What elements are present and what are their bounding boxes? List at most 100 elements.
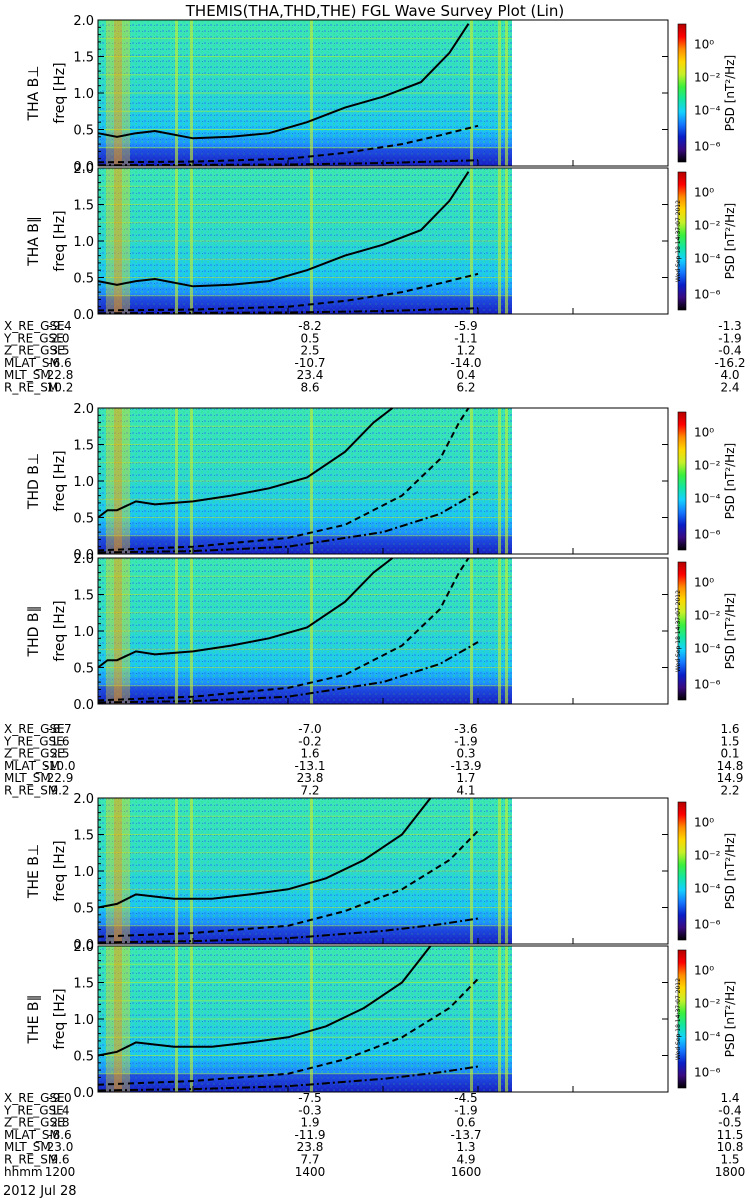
spectral-streak xyxy=(470,168,473,314)
panel-label: THA B⊥ xyxy=(26,66,42,122)
spectral-streak xyxy=(470,20,473,166)
colorbar-tick-label: 10⁻² xyxy=(694,848,721,862)
spectral-streak xyxy=(190,798,193,944)
ephemeris-label: R_RE_SM xyxy=(4,381,58,395)
ephemeris-value: -1.1 xyxy=(454,331,477,345)
y-tick-label: 1.0 xyxy=(73,475,94,490)
colorbar xyxy=(678,172,686,310)
spectrogram-panel: 0.0 0.5 1.0 1.5 2.0 freq [Hz] THA B⊥ 10⁰ 10⁻² 10⁻… xyxy=(26,14,737,175)
spectral-streak xyxy=(505,558,508,704)
ephemeris-value: 22.9 xyxy=(47,771,74,785)
colorbar-tick-label: 10⁻² xyxy=(694,996,721,1010)
ephemeris-value: 1400 xyxy=(295,1165,326,1179)
ephemeris-label: MLAT_SM xyxy=(4,356,60,370)
ephemeris-value: -10.0 xyxy=(44,759,75,773)
no-data-area xyxy=(512,20,668,166)
ephemeris-value: 0.3 xyxy=(456,747,475,761)
ephemeris-label: Z_RE_GSE xyxy=(4,344,65,358)
ephemeris-value: 10.8 xyxy=(717,1140,744,1154)
spectral-streak xyxy=(505,168,508,314)
ephemeris-label: MLT_SM xyxy=(4,1140,51,1154)
spectral-streak xyxy=(175,408,178,554)
ephemeris-value: 1.6 xyxy=(50,734,69,748)
spectral-streak xyxy=(175,946,178,1092)
y-axis-label: freq [Hz] xyxy=(52,600,68,661)
ephemeris-label: X_RE_GSE xyxy=(4,722,65,736)
ephemeris-value: -3.6 xyxy=(454,722,477,736)
colorbar xyxy=(678,24,686,162)
y-axis-label: freq [Hz] xyxy=(52,988,68,1049)
spectral-streak xyxy=(190,946,193,1092)
early-emission-core xyxy=(114,168,122,314)
colorbar-label: PSD [nT²/Hz] xyxy=(723,593,737,669)
ephemeris-value: -0.2 xyxy=(298,734,321,748)
spectral-streak xyxy=(498,20,501,166)
ephemeris-value: 2.2 xyxy=(720,784,739,798)
colorbar-tick-label: 10⁰ xyxy=(694,185,714,199)
spectral-streak xyxy=(190,168,193,314)
y-tick-label: 0.5 xyxy=(73,902,94,917)
ephemeris-label: MLT_SM xyxy=(4,368,51,382)
ephemeris-value: 1.6 xyxy=(300,747,319,761)
ephemeris-value: 2.8 xyxy=(50,1116,69,1130)
colorbar-tick-label: 10⁻⁶ xyxy=(694,1065,721,1079)
colorbar-tick-label: 10⁻⁴ xyxy=(694,252,721,266)
colorbar-label: PSD [nT²/Hz] xyxy=(723,833,737,909)
cyclotron-line-dashed xyxy=(97,407,470,552)
ephemeris-value: 1.5 xyxy=(720,734,739,748)
low-freq-band xyxy=(98,148,512,166)
ephemeris-value: 14.8 xyxy=(717,759,744,773)
y-tick-label: 0.5 xyxy=(73,1050,94,1065)
colorbar-frame xyxy=(677,949,687,1089)
y-tick-label: 1.5 xyxy=(73,829,94,844)
cyclotron-line-solid xyxy=(97,407,394,519)
ephemeris-value: 0.5 xyxy=(300,331,319,345)
colorbar-tick-label: 10⁻⁴ xyxy=(694,1030,721,1044)
ephemeris-value: -1.9 xyxy=(718,331,741,345)
spectral-streak xyxy=(310,168,313,314)
spectrogram-panel: 0.0 0.5 1.0 1.5 2.0 freq [Hz] THE B⊥ 10⁰ 10⁻² 10⁻… xyxy=(26,792,737,953)
y-tick-label: 1.5 xyxy=(73,439,94,454)
y-tick-label: 2.0 xyxy=(73,940,94,955)
y-tick-label: 1.0 xyxy=(73,87,94,102)
spectral-streak xyxy=(498,558,501,704)
ephemeris-value: -0.3 xyxy=(298,1103,321,1117)
spectral-streak xyxy=(175,798,178,944)
spectral-streak xyxy=(310,798,313,944)
y-tick-label: 0.0 xyxy=(73,160,94,175)
low-freq-band xyxy=(98,536,512,554)
ephemeris-label: MLAT_SM xyxy=(4,1128,60,1142)
colorbar-tick-label: 10⁻⁶ xyxy=(694,139,721,153)
cyclotron-line-dashed xyxy=(97,124,479,164)
y-tick-label: 2.0 xyxy=(73,402,94,417)
early-emission-core xyxy=(114,946,122,1092)
ephemeris-label: MLAT_SM xyxy=(4,759,60,773)
spectral-streak xyxy=(470,558,473,704)
ephemeris-value: -13.7 xyxy=(450,1128,481,1142)
ephemeris-value: 2.5 xyxy=(50,747,69,761)
spectrogram-panel: 0.0 0.5 1.0 1.5 2.0 freq [Hz] THD B∥ 10⁰ 10⁻² 10⁻… xyxy=(26,552,737,713)
no-data-area xyxy=(512,168,668,314)
colorbar-frame xyxy=(677,561,687,701)
spectral-streak xyxy=(310,946,313,1092)
ephemeris-label: Z_RE_GSE xyxy=(4,1116,65,1130)
ephemeris-label: MLT_SM xyxy=(4,771,51,785)
colorbar-tick-label: 10⁻⁴ xyxy=(694,882,721,896)
colorbar-frame xyxy=(677,411,687,551)
cyclotron-line-dotdash xyxy=(97,307,479,315)
ephemeris-value: -0.4 xyxy=(718,344,741,358)
ephemeris-label: Y_RE_GSE xyxy=(3,734,64,748)
colorbar-frame xyxy=(677,23,687,163)
ephemeris-value: -8.6 xyxy=(48,1128,71,1142)
colorbar-tick-label: 10⁻⁴ xyxy=(694,492,721,506)
cyclotron-line-dotdash xyxy=(97,641,479,704)
ephemeris-value: 7.2 xyxy=(300,784,319,798)
colorbar-tick-label: 10⁻⁶ xyxy=(694,917,721,931)
spectral-streak xyxy=(505,946,508,1092)
panel-label: THE B∥ xyxy=(26,995,42,1045)
ephemeris-value: 1200 xyxy=(45,1165,76,1179)
ephemeris-value: -16.2 xyxy=(714,356,745,370)
y-tick-label: 2.0 xyxy=(73,552,94,567)
